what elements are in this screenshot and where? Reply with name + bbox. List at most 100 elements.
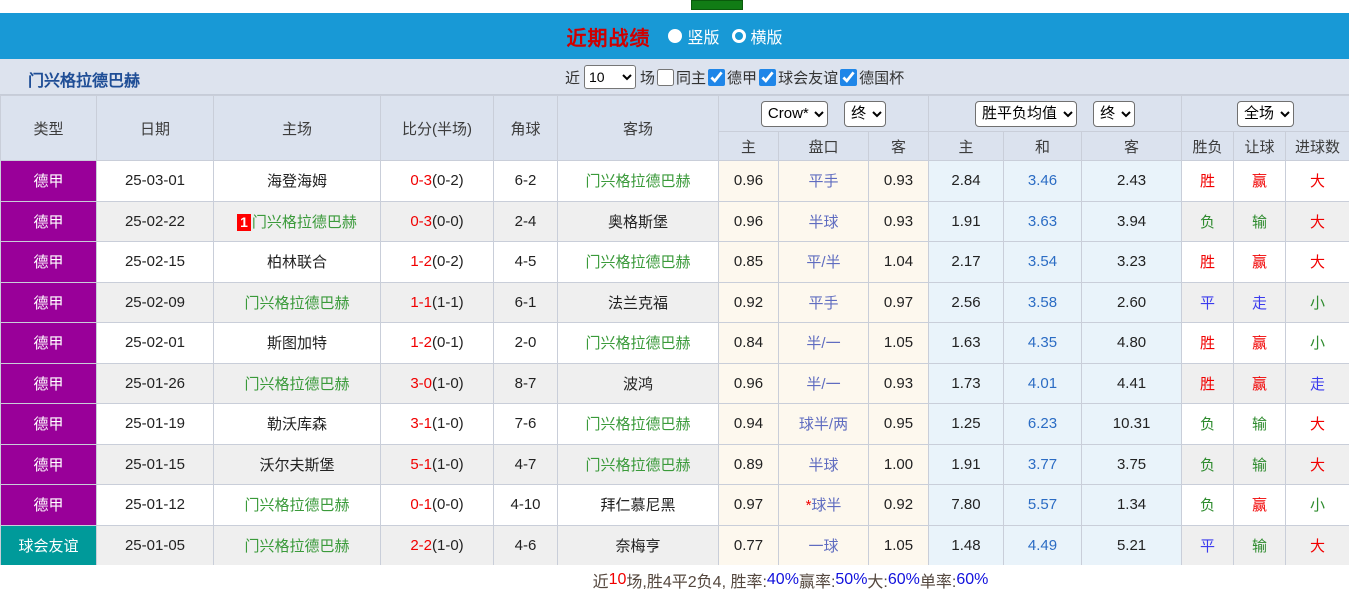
- avg-odds-select[interactable]: 胜平负均值: [974, 100, 1077, 127]
- odds-home-cell: 0.92: [718, 281, 779, 323]
- top-tab-fragment[interactable]: [691, 0, 743, 10]
- corner-score-cell: 6-1: [493, 281, 558, 323]
- odds-time-select[interactable]: 终: [844, 100, 887, 127]
- result-goals-cell: 大: [1285, 241, 1349, 283]
- col-header-odds-home: 主: [718, 131, 779, 161]
- vertical-layout-label[interactable]: 竖版: [687, 30, 720, 47]
- away-team-cell[interactable]: 奈梅亨: [557, 524, 719, 566]
- home-team-cell[interactable]: 门兴格拉德巴赫: [213, 524, 381, 566]
- avg-away-cell: 4.41: [1081, 362, 1183, 404]
- home-team-cell[interactable]: 门兴格拉德巴赫: [213, 484, 381, 526]
- match-type-cell: 德甲: [0, 322, 97, 364]
- result-wdl-cell: 负: [1181, 443, 1235, 485]
- match-type-cell: 德甲: [0, 281, 97, 323]
- result-handicap-cell: 输: [1233, 524, 1287, 566]
- home-team-cell[interactable]: 勒沃库森: [213, 403, 381, 445]
- match-score-cell: 5-1(1-0): [380, 443, 494, 485]
- avg-home-cell: 2.56: [928, 281, 1005, 323]
- league-bundesliga-label[interactable]: 德甲: [727, 69, 758, 87]
- odds-home-cell: 0.96: [718, 200, 779, 242]
- corner-score-cell: 4-5: [493, 241, 558, 283]
- result-wdl-cell: 胜: [1181, 160, 1235, 202]
- away-team-cell[interactable]: 门兴格拉德巴赫: [557, 403, 719, 445]
- avg-draw-cell: 4.35: [1003, 322, 1083, 364]
- filter-bar: 门兴格拉德巴赫 近 10 场 同主 德甲 球会友谊 德国杯: [0, 59, 1349, 95]
- match-date-cell: 25-01-05: [96, 524, 214, 566]
- same-home-checkbox[interactable]: [657, 68, 675, 86]
- match-score-cell: 0-1(0-0): [380, 484, 494, 526]
- away-team-cell[interactable]: 拜仁慕尼黑: [557, 484, 719, 526]
- league-friendly-label[interactable]: 球会友谊: [778, 69, 839, 87]
- handicap-cell: 平/半: [778, 241, 869, 283]
- avg-draw-cell: 4.49: [1003, 524, 1083, 566]
- handicap-cell: 平手: [778, 281, 869, 323]
- avg-home-cell: 1.91: [928, 200, 1005, 242]
- home-team-cell[interactable]: 门兴格拉德巴赫: [213, 362, 381, 404]
- result-wdl-cell: 胜: [1181, 241, 1235, 283]
- handicap-cell: 平手: [778, 160, 869, 202]
- home-team-cell[interactable]: 1 门兴格拉德巴赫: [213, 200, 381, 242]
- league-dfb-pokal-label[interactable]: 德国杯: [859, 69, 905, 87]
- avg-draw-cell: 5.57: [1003, 484, 1083, 526]
- corner-score-cell: 4-7: [493, 443, 558, 485]
- summary-segment: 场,胜4平2负4, 胜率:: [626, 574, 767, 591]
- league-friendly-checkbox[interactable]: [759, 68, 777, 86]
- match-score-cell: 3-1(1-0): [380, 403, 494, 445]
- col-header-home: 主场: [213, 95, 381, 161]
- col-header-avg-home: 主: [928, 131, 1005, 161]
- away-team-cell[interactable]: 奥格斯堡: [557, 200, 719, 242]
- summary-segment: 单率:: [919, 574, 957, 591]
- summary-segment: 40%: [766, 571, 799, 588]
- panel-title: 近期战绩: [566, 27, 651, 50]
- same-home-label[interactable]: 同主: [676, 69, 707, 87]
- avg-home-cell: 2.84: [928, 160, 1005, 202]
- match-date-cell: 25-02-15: [96, 241, 214, 283]
- match-date-cell: 25-01-12: [96, 484, 214, 526]
- avg-away-cell: 3.23: [1081, 241, 1183, 283]
- away-team-cell[interactable]: 门兴格拉德巴赫: [557, 322, 719, 364]
- summary-segment: 近: [592, 574, 609, 591]
- home-team-cell[interactable]: 沃尔夫斯堡: [213, 443, 381, 485]
- avg-home-cell: 1.25: [928, 403, 1005, 445]
- away-team-cell[interactable]: 门兴格拉德巴赫: [557, 443, 719, 485]
- match-type-cell: 德甲: [0, 484, 97, 526]
- result-handicap-cell: 赢: [1233, 484, 1287, 526]
- avg-home-cell: 1.48: [928, 524, 1005, 566]
- home-team-cell[interactable]: 海登海姆: [213, 160, 381, 202]
- horizontal-layout-radio[interactable]: [731, 29, 746, 43]
- league-bundesliga-checkbox[interactable]: [708, 68, 726, 86]
- avg-draw-cell: 3.54: [1003, 241, 1083, 283]
- odds-company-select[interactable]: Crow*: [760, 100, 828, 127]
- horizontal-layout-label[interactable]: 横版: [750, 30, 783, 47]
- table-row: 德甲 25-01-12 门兴格拉德巴赫 0-1(0-0) 4-10 拜仁慕尼黑 …: [0, 484, 1349, 526]
- avg-home-cell: 1.63: [928, 322, 1005, 364]
- result-wdl-cell: 负: [1181, 200, 1235, 242]
- match-count-select[interactable]: 10: [584, 65, 637, 89]
- avg-away-cell: 1.34: [1081, 484, 1183, 526]
- away-team-cell[interactable]: 波鸿: [557, 362, 719, 404]
- col-header-result-goals: 进球数: [1285, 131, 1349, 161]
- corner-score-cell: 4-6: [493, 524, 558, 566]
- avg-time-select[interactable]: 终: [1093, 100, 1136, 127]
- result-wdl-cell: 胜: [1181, 322, 1235, 364]
- vertical-layout-radio[interactable]: [668, 29, 683, 43]
- match-score-cell: 2-2(1-0): [380, 524, 494, 566]
- handicap-cell: 半/一: [778, 362, 869, 404]
- away-team-cell[interactable]: 法兰克福: [557, 281, 719, 323]
- col-header-result-handicap: 让球: [1233, 131, 1287, 161]
- recent-label: 近: [565, 69, 581, 87]
- table-row: 德甲 25-01-19 勒沃库森 3-1(1-0) 7-6 门兴格拉德巴赫 0.…: [0, 403, 1349, 445]
- home-team-cell[interactable]: 门兴格拉德巴赫: [213, 281, 381, 323]
- match-date-cell: 25-02-01: [96, 322, 214, 364]
- home-team-cell[interactable]: 斯图加特: [213, 322, 381, 364]
- col-header-result-wdl: 胜负: [1181, 131, 1235, 161]
- away-team-cell[interactable]: 门兴格拉德巴赫: [557, 160, 719, 202]
- result-handicap-cell: 输: [1233, 443, 1287, 485]
- odds-home-cell: 0.97: [718, 484, 779, 526]
- rank-badge: 1: [237, 213, 251, 231]
- away-team-cell[interactable]: 门兴格拉德巴赫: [557, 241, 719, 283]
- match-type-cell: 德甲: [0, 160, 97, 202]
- home-team-cell[interactable]: 柏林联合: [213, 241, 381, 283]
- scope-select[interactable]: 全场: [1237, 100, 1295, 127]
- league-dfb-pokal-checkbox[interactable]: [840, 68, 858, 86]
